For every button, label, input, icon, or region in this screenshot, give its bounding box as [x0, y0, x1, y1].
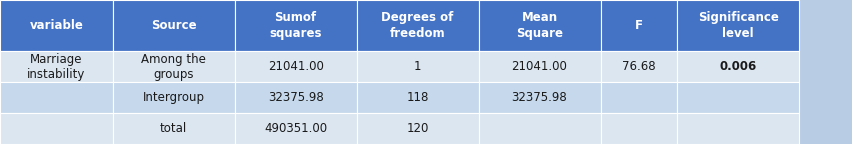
- Bar: [356, 113, 478, 144]
- Bar: [112, 113, 234, 144]
- Bar: [0, 82, 112, 113]
- Bar: [676, 51, 798, 82]
- Text: Among the
groups: Among the groups: [141, 53, 206, 81]
- Bar: [600, 51, 676, 82]
- Text: variable: variable: [29, 19, 83, 32]
- Bar: [0, 0, 112, 51]
- Bar: [0, 51, 112, 82]
- Text: 21041.00: 21041.00: [268, 60, 323, 73]
- Bar: [112, 82, 234, 113]
- Bar: [356, 82, 478, 113]
- Text: F: F: [634, 19, 642, 32]
- Text: 1: 1: [413, 60, 421, 73]
- Bar: [478, 51, 600, 82]
- Text: 32375.98: 32375.98: [511, 91, 567, 104]
- Text: 76.68: 76.68: [621, 60, 655, 73]
- Bar: [478, 0, 600, 51]
- Text: Intergroup: Intergroup: [142, 91, 204, 104]
- Bar: [356, 51, 478, 82]
- Bar: [0, 113, 112, 144]
- Text: 21041.00: 21041.00: [511, 60, 567, 73]
- Text: Source: Source: [151, 19, 196, 32]
- Text: total: total: [160, 122, 187, 135]
- Text: 118: 118: [406, 91, 429, 104]
- Text: Sumof
squares: Sumof squares: [269, 11, 321, 40]
- Text: Significance
level: Significance level: [697, 11, 778, 40]
- Text: 0.006: 0.006: [719, 60, 756, 73]
- Bar: [676, 82, 798, 113]
- Text: 490351.00: 490351.00: [263, 122, 327, 135]
- Bar: [234, 0, 356, 51]
- Bar: [600, 82, 676, 113]
- Bar: [234, 51, 356, 82]
- Bar: [234, 113, 356, 144]
- Bar: [676, 113, 798, 144]
- Bar: [600, 113, 676, 144]
- Text: Marriage
instability: Marriage instability: [27, 53, 85, 81]
- Bar: [478, 113, 600, 144]
- Bar: [478, 82, 600, 113]
- Bar: [112, 0, 234, 51]
- Text: 32375.98: 32375.98: [268, 91, 323, 104]
- Text: Mean
Square: Mean Square: [515, 11, 562, 40]
- Bar: [356, 0, 478, 51]
- Bar: [234, 82, 356, 113]
- Text: 120: 120: [406, 122, 429, 135]
- Bar: [600, 0, 676, 51]
- Text: Degrees of
freedom: Degrees of freedom: [381, 11, 453, 40]
- Bar: [676, 0, 798, 51]
- Bar: [112, 51, 234, 82]
